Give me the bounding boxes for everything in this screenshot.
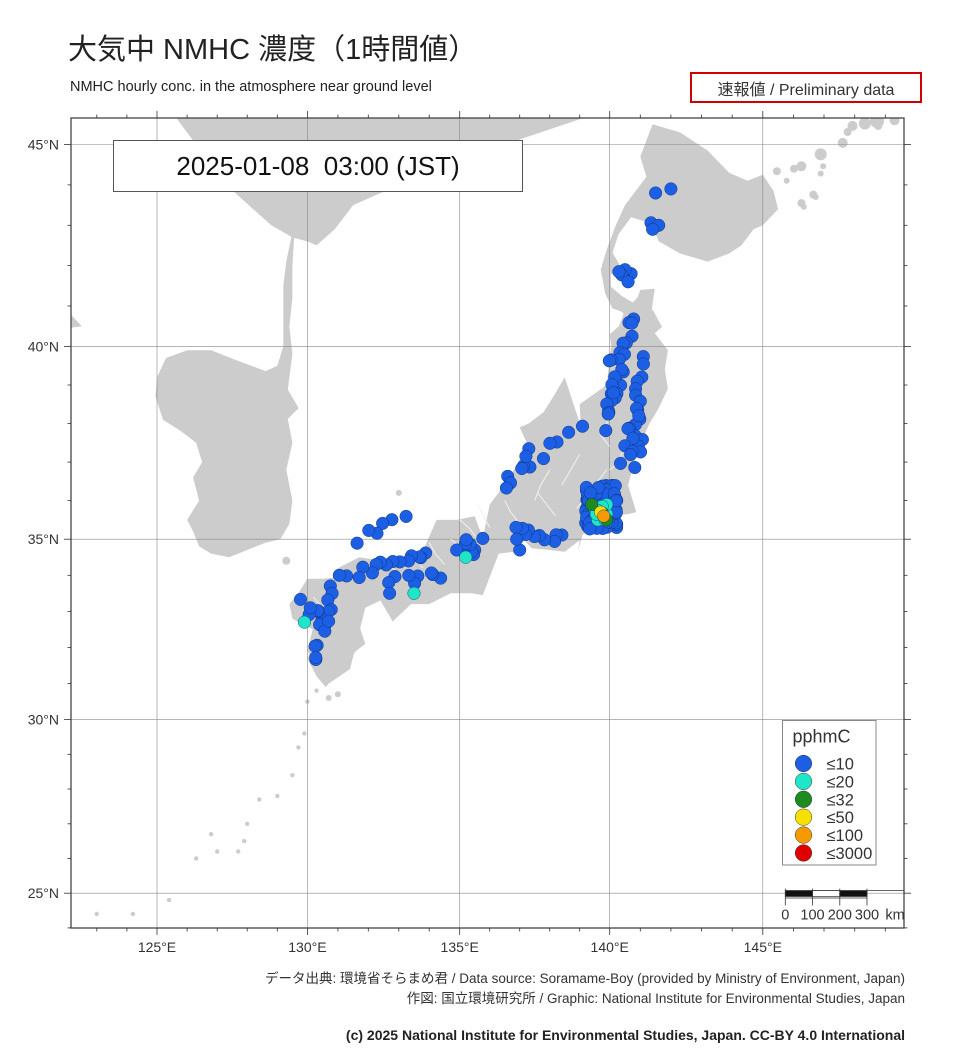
svg-text:≤32: ≤32	[827, 791, 854, 809]
svg-text:130°E: 130°E	[288, 939, 326, 955]
svg-text:40°N: 40°N	[28, 338, 59, 354]
svg-text:pphmC: pphmC	[793, 727, 851, 747]
svg-text:300: 300	[855, 908, 879, 924]
svg-text:≤50: ≤50	[827, 809, 854, 827]
svg-text:≤20: ≤20	[827, 773, 854, 791]
svg-text:25°N: 25°N	[28, 885, 59, 901]
svg-text:200: 200	[828, 908, 852, 924]
svg-text:≤10: ≤10	[827, 756, 854, 774]
svg-text:km: km	[885, 908, 904, 924]
svg-text:140°E: 140°E	[591, 939, 629, 955]
svg-text:125°E: 125°E	[138, 939, 176, 955]
svg-text:135°E: 135°E	[441, 939, 479, 955]
svg-text:100: 100	[800, 908, 824, 924]
svg-text:≤100: ≤100	[827, 827, 864, 845]
svg-text:30°N: 30°N	[28, 712, 59, 728]
svg-text:≤3000: ≤3000	[827, 845, 873, 863]
svg-text:35°N: 35°N	[28, 531, 59, 547]
svg-text:45°N: 45°N	[28, 137, 59, 153]
svg-text:145°E: 145°E	[744, 939, 782, 955]
svg-text:0: 0	[781, 908, 789, 924]
